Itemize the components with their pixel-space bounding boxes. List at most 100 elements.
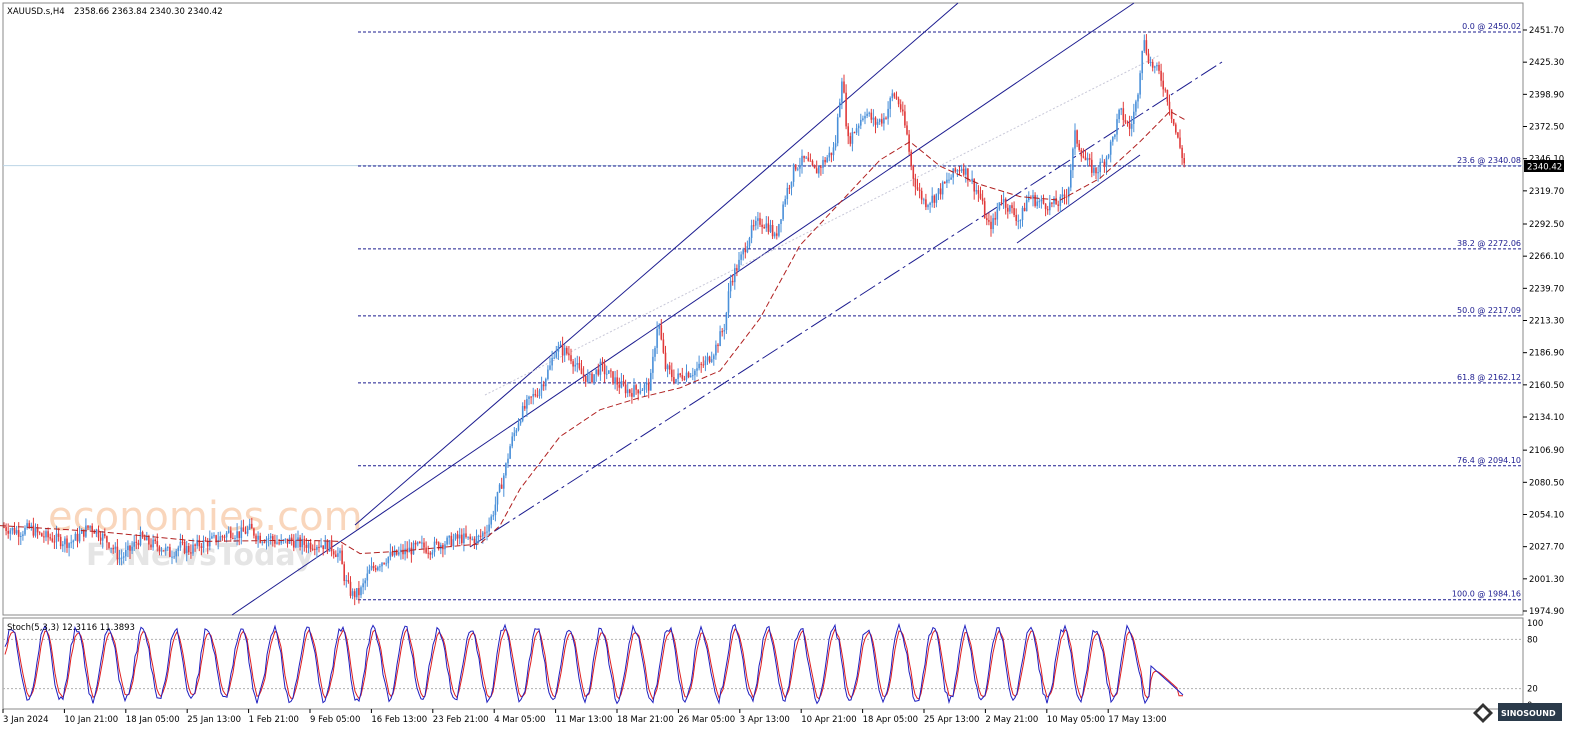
candle-body <box>26 523 28 528</box>
candle-body <box>902 109 904 112</box>
candle-body <box>248 523 251 529</box>
candle-body <box>941 182 944 195</box>
candle-body <box>1137 94 1139 102</box>
candle-body <box>211 536 213 539</box>
candle-body <box>538 390 541 396</box>
candle-body <box>286 538 289 544</box>
candle-body <box>347 579 350 582</box>
candle-body <box>1166 89 1169 102</box>
candle-body <box>1175 124 1177 133</box>
candle-body <box>524 406 526 409</box>
candle-body <box>410 547 413 555</box>
candle-body <box>78 533 81 542</box>
candle-body <box>251 523 253 529</box>
candle-body <box>358 588 360 596</box>
candle-body <box>1172 119 1175 125</box>
candle-body <box>1055 198 1057 205</box>
candle-body <box>752 225 755 227</box>
candle-body <box>318 546 320 548</box>
candle-body <box>490 516 492 525</box>
candle-body <box>689 375 692 378</box>
candle-body <box>1147 53 1150 63</box>
candle-body <box>820 166 822 168</box>
candle-body <box>668 365 671 370</box>
candle-body <box>807 157 810 161</box>
candle-body <box>482 532 484 537</box>
candle-body <box>127 545 129 551</box>
price-tick-label: 2451.70 <box>1529 26 1564 36</box>
candle-body <box>944 182 946 184</box>
candle-body <box>582 374 585 376</box>
candle-body <box>1105 157 1108 167</box>
candle-body <box>589 373 591 375</box>
candle-body <box>673 377 675 383</box>
stoch-tick-label: 100 <box>1527 619 1543 629</box>
symbol-label: XAUUSD.s,H4 <box>7 7 65 17</box>
candle-body <box>57 533 60 537</box>
candle-body <box>1053 198 1055 204</box>
candle-body <box>97 529 100 538</box>
candle-body <box>847 126 849 137</box>
date-tick-label: 11 Mar 13:00 <box>556 715 613 725</box>
candle-body <box>836 117 839 144</box>
candle-body <box>1158 64 1160 71</box>
candle-body <box>110 547 112 549</box>
candle-body <box>576 363 579 365</box>
candle-body <box>404 548 406 555</box>
candle-body <box>169 547 171 557</box>
candle-body <box>828 152 831 158</box>
candle-body <box>372 565 375 568</box>
candle-body <box>305 544 308 548</box>
candle-body <box>370 565 373 570</box>
candle-body <box>1015 214 1017 221</box>
candle-body <box>824 159 826 163</box>
candle-body <box>1116 119 1118 135</box>
candle-body <box>1065 196 1068 198</box>
candle-body <box>41 533 43 537</box>
candle-body <box>1036 201 1038 206</box>
candle-body <box>780 219 782 224</box>
candle-body <box>101 533 104 541</box>
candle-body <box>53 541 56 543</box>
date-tick-label: 9 Feb 05:00 <box>310 715 360 725</box>
candle-body <box>1181 147 1183 159</box>
candle-body <box>425 547 427 553</box>
candle-body <box>658 325 660 329</box>
candle-body <box>977 190 980 194</box>
candle-body <box>272 536 274 540</box>
candle-body <box>1143 40 1146 51</box>
candle-body <box>360 587 362 596</box>
candle-body <box>20 536 22 538</box>
candle-body <box>393 549 396 556</box>
candle-body <box>1091 159 1093 173</box>
candle-body <box>368 569 371 574</box>
candle-body <box>622 381 625 385</box>
date-tick-label: 1 Feb 21:00 <box>249 715 299 725</box>
candle-body <box>782 204 784 220</box>
candle-body <box>398 552 400 555</box>
candle-body <box>557 346 560 352</box>
candle-body <box>223 536 226 538</box>
candle-body <box>742 249 744 255</box>
candle-body <box>834 143 837 148</box>
candle-body <box>242 527 245 532</box>
price-tick-label: 2186.90 <box>1529 349 1564 359</box>
candle-body <box>761 224 763 227</box>
candle-body <box>146 536 148 541</box>
candle-body <box>162 550 165 552</box>
candle-body <box>414 542 417 545</box>
fib-level-label: 100.0 @ 1984.16 <box>1452 590 1521 599</box>
candle-body <box>927 204 929 208</box>
candle-body <box>1103 161 1106 167</box>
candle-body <box>1095 167 1097 174</box>
candle-body <box>954 168 957 172</box>
candle-body <box>22 534 24 537</box>
candle-body <box>986 218 988 221</box>
candle-body <box>364 580 366 584</box>
candle-body <box>450 535 453 547</box>
candle-body <box>647 382 650 391</box>
price-tick-label: 2319.70 <box>1529 187 1564 197</box>
candle-body <box>870 112 873 120</box>
candle-body <box>769 224 772 232</box>
candle-body <box>650 372 652 391</box>
